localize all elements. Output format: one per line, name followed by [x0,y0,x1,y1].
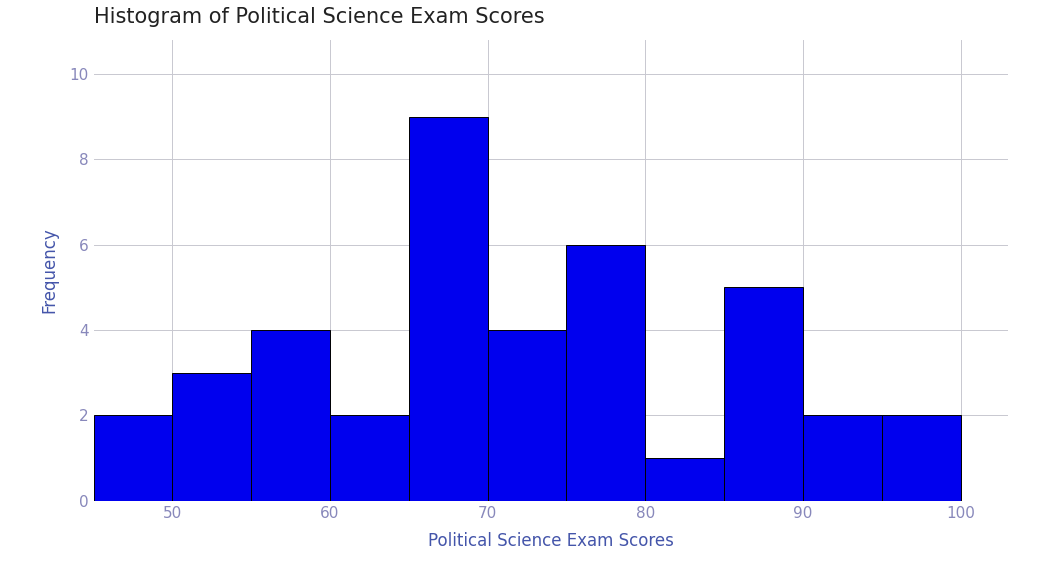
Bar [330,415,408,501]
Bar [645,458,724,501]
Bar [251,330,330,501]
Bar [94,415,172,501]
Bar [172,373,251,501]
Y-axis label: Frequency: Frequency [41,228,58,313]
Bar [408,117,487,501]
Bar [803,415,882,501]
Bar [724,287,803,501]
Text: Histogram of Political Science Exam Scores: Histogram of Political Science Exam Scor… [94,7,544,27]
X-axis label: Political Science Exam Scores: Political Science Exam Scores [428,531,673,550]
Bar [487,330,566,501]
Bar [882,415,960,501]
Bar [566,245,645,501]
